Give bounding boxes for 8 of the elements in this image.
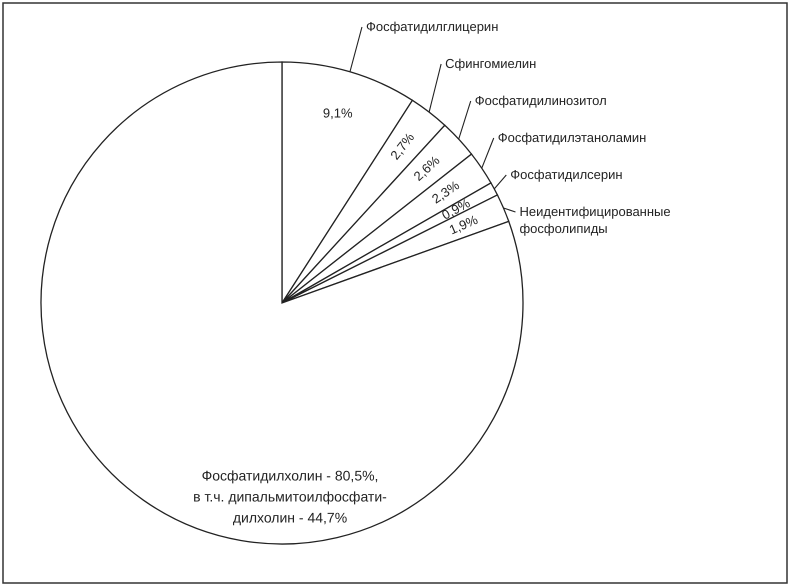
slice-label: Фосфатидилинозитол [474,93,607,108]
slice-label: Фосфатидилглицерин [366,19,498,34]
data-label: 9,1% [322,105,353,120]
text: Фосфатидилхолин - 80,5%, в т.ч. дипальмитоилфосфати- дилхолин - 44,7% [193,468,388,526]
slice-label: Фосфатидилсерин [510,167,623,182]
slice-label: Неидентифицированные фосфолипиды [519,204,671,236]
slice-label: Сфингомиелин [445,56,536,71]
slice-label: Фосфатидилэтаноламин [498,130,646,145]
